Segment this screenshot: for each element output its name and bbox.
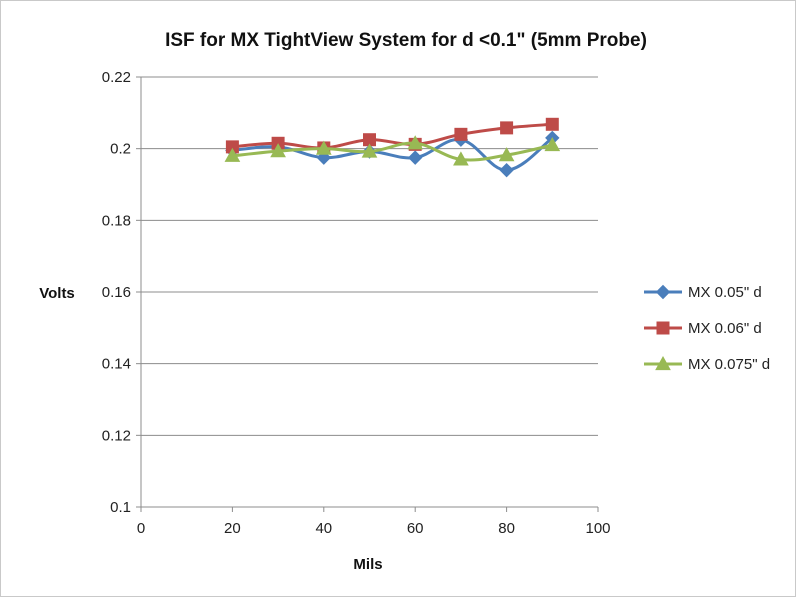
x-tick-label: 100	[585, 520, 610, 537]
legend-label: MX 0.06" d	[688, 320, 762, 337]
axes	[136, 76, 599, 512]
y-tick-labels: 0.1 0.12 0.14 0.16 0.18 0.2 0.22	[102, 69, 131, 516]
x-axis-label: Mils	[353, 556, 382, 573]
series-3	[224, 135, 561, 166]
x-tick-label: 20	[224, 520, 241, 537]
chart-title: ISF for MX TightView System for d <0.1" …	[165, 30, 647, 51]
y-tick-label: 0.14	[102, 356, 131, 373]
legend-label: MX 0.075" d	[688, 356, 770, 373]
y-tick-label: 0.2	[110, 141, 131, 158]
data-point	[224, 147, 241, 162]
data-point	[544, 137, 561, 152]
y-axis-label: Volts	[39, 285, 75, 302]
y-tick-label: 0.12	[102, 427, 131, 444]
x-tick-label: 80	[498, 520, 515, 537]
legend-entry: MX 0.06" d	[644, 320, 762, 337]
legend-marker	[655, 284, 671, 300]
legend: MX 0.05" d MX 0.06" d MX 0.075" d	[644, 284, 770, 373]
legend-marker	[655, 355, 671, 371]
data-point	[453, 151, 469, 166]
y-tick-label: 0.16	[102, 284, 131, 301]
data-point	[454, 127, 468, 141]
data-point	[407, 135, 424, 150]
data-point	[545, 117, 559, 131]
y-tick-label: 0.18	[102, 212, 131, 229]
legend-label: MX 0.05" d	[688, 284, 762, 301]
data-point	[361, 143, 378, 158]
data-point	[270, 143, 286, 158]
gridlines	[141, 76, 598, 436]
x-tick-label: 60	[407, 520, 424, 537]
data-point	[498, 147, 515, 162]
legend-marker	[656, 321, 670, 335]
data-point	[315, 140, 332, 155]
y-tick-label: 0.22	[102, 69, 131, 86]
x-tick-label: 0	[137, 520, 145, 537]
x-tick-labels: 0 20 40 60 80 100	[137, 520, 611, 537]
legend-entry: MX 0.05" d	[644, 284, 762, 301]
data-point	[407, 150, 423, 165]
y-tick-label: 0.1	[110, 499, 131, 516]
x-tick-label: 40	[315, 520, 332, 537]
series-group	[224, 117, 561, 178]
data-point	[500, 121, 514, 135]
data-point	[499, 162, 514, 178]
legend-entry: MX 0.075" d	[644, 355, 770, 373]
